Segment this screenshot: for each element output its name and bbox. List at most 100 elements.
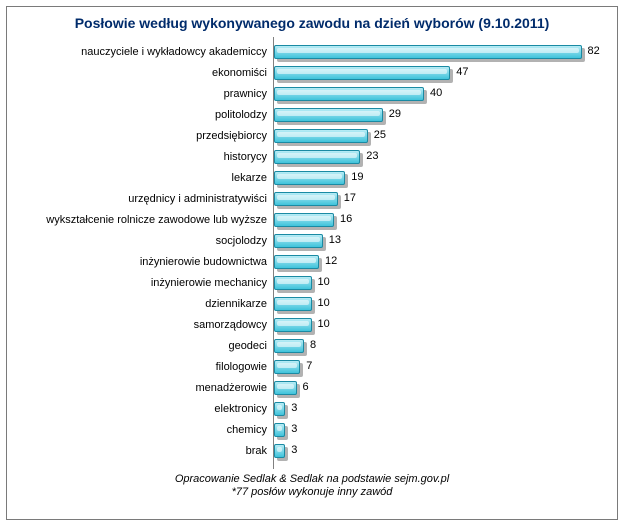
bar-glare — [277, 216, 331, 221]
bar — [274, 381, 297, 395]
value-label: 13 — [329, 234, 341, 246]
bar-row: dziennikarze 10 — [19, 293, 605, 314]
value-label: 16 — [340, 213, 352, 225]
bar-row: urzędnicy i administratywiści 17 — [19, 188, 605, 209]
category-label: socjolodzy — [19, 235, 273, 247]
bar-row: ekonomiści 47 — [19, 62, 605, 83]
value-label: 47 — [456, 66, 468, 78]
bar-row: lekarze 19 — [19, 167, 605, 188]
value-label: 17 — [344, 192, 356, 204]
category-label: brak — [19, 445, 273, 457]
bar — [274, 360, 300, 374]
bar-glare — [277, 48, 579, 53]
bar-row: samorządowcy 10 — [19, 314, 605, 335]
category-label: chemicy — [19, 424, 273, 436]
bar-glare — [277, 321, 309, 326]
bar — [274, 276, 312, 290]
bar — [274, 108, 383, 122]
value-label: 8 — [310, 339, 316, 351]
bar-chart: nauczyciele i wykładowcy akademiccy 82 eko… — [19, 37, 605, 469]
value-label: 23 — [366, 150, 378, 162]
bar-row: inżynierowie budownictwa 12 — [19, 251, 605, 272]
category-label: ekonomiści — [19, 67, 273, 79]
bar — [274, 45, 582, 59]
category-label: wykształcenie rolnicze zawodowe lub wyżs… — [19, 214, 273, 226]
category-label: urzędnicy i administratywiści — [19, 193, 273, 205]
category-label: samorządowcy — [19, 319, 273, 331]
bar-row: przedsiębiorcy 25 — [19, 125, 605, 146]
bar-glare — [277, 300, 309, 305]
value-label: 40 — [430, 87, 442, 99]
bar — [274, 423, 285, 437]
category-label: dziennikarze — [19, 298, 273, 310]
value-label: 82 — [588, 45, 600, 57]
category-label: przedsiębiorcy — [19, 130, 273, 142]
category-label: elektronicy — [19, 403, 273, 415]
category-label: filologowie — [19, 361, 273, 373]
bar-row: socjolodzy 13 — [19, 230, 605, 251]
bar-row: brak 3 — [19, 440, 605, 461]
category-label: lekarze — [19, 172, 273, 184]
bar — [274, 129, 368, 143]
footer-note: *77 posłów wykonuje inny zawód — [19, 486, 605, 499]
bar-row: politolodzy 29 — [19, 104, 605, 125]
value-label: 25 — [374, 129, 386, 141]
value-label: 3 — [291, 423, 297, 435]
category-label: menadżerowie — [19, 382, 273, 394]
bar — [274, 171, 345, 185]
bar-glare — [277, 69, 447, 74]
bar-row: menadżerowie 6 — [19, 377, 605, 398]
value-label: 19 — [351, 171, 363, 183]
bar — [274, 87, 424, 101]
value-label: 6 — [303, 381, 309, 393]
bar-glare — [277, 237, 320, 242]
value-label: 3 — [291, 444, 297, 456]
bar-glare — [277, 111, 380, 116]
bar — [274, 444, 285, 458]
bar-glare — [277, 447, 282, 452]
bar-row: nauczyciele i wykładowcy akademiccy 82 — [19, 41, 605, 62]
bar-glare — [277, 258, 316, 263]
category-label: historycy — [19, 151, 273, 163]
bar — [274, 150, 360, 164]
category-label: inżynierowie mechanicy — [19, 277, 273, 289]
bar-glare — [277, 195, 335, 200]
bar-glare — [277, 132, 365, 137]
category-label: prawnicy — [19, 88, 273, 100]
value-label: 12 — [325, 255, 337, 267]
value-label: 7 — [306, 360, 312, 372]
bar-glare — [277, 90, 421, 95]
bar-row: filologowie 7 — [19, 356, 605, 377]
bar-glare — [277, 384, 294, 389]
value-label: 29 — [389, 108, 401, 120]
bar-glare — [277, 174, 342, 179]
chart-footer: Opracowanie Sedlak & Sedlak na podstawie… — [19, 473, 605, 499]
bar — [274, 318, 312, 332]
category-label: nauczyciele i wykładowcy akademiccy — [19, 46, 273, 58]
bar — [274, 234, 323, 248]
bar-glare — [277, 363, 297, 368]
bar-row: historycy 23 — [19, 146, 605, 167]
bar-glare — [277, 405, 282, 410]
bar-glare — [277, 342, 301, 347]
value-label: 10 — [318, 276, 330, 288]
category-label: politolodzy — [19, 109, 273, 121]
value-label: 10 — [318, 318, 330, 330]
value-label: 10 — [318, 297, 330, 309]
value-label: 3 — [291, 402, 297, 414]
bar — [274, 297, 312, 311]
bar — [274, 339, 304, 353]
bar — [274, 213, 334, 227]
bar-glare — [277, 153, 357, 158]
chart-title: Posłowie według wykonywanego zawodu na d… — [19, 15, 605, 31]
bar-row: inżynierowie mechanicy 10 — [19, 272, 605, 293]
bar-glare — [277, 426, 282, 431]
bar-row: wykształcenie rolnicze zawodowe lub wyżs… — [19, 209, 605, 230]
category-label: geodeci — [19, 340, 273, 352]
bar — [274, 66, 450, 80]
bar-glare — [277, 279, 309, 284]
bar-row: prawnicy 40 — [19, 83, 605, 104]
category-label: inżynierowie budownictwa — [19, 256, 273, 268]
bar — [274, 402, 285, 416]
bar-row: elektronicy 3 — [19, 398, 605, 419]
